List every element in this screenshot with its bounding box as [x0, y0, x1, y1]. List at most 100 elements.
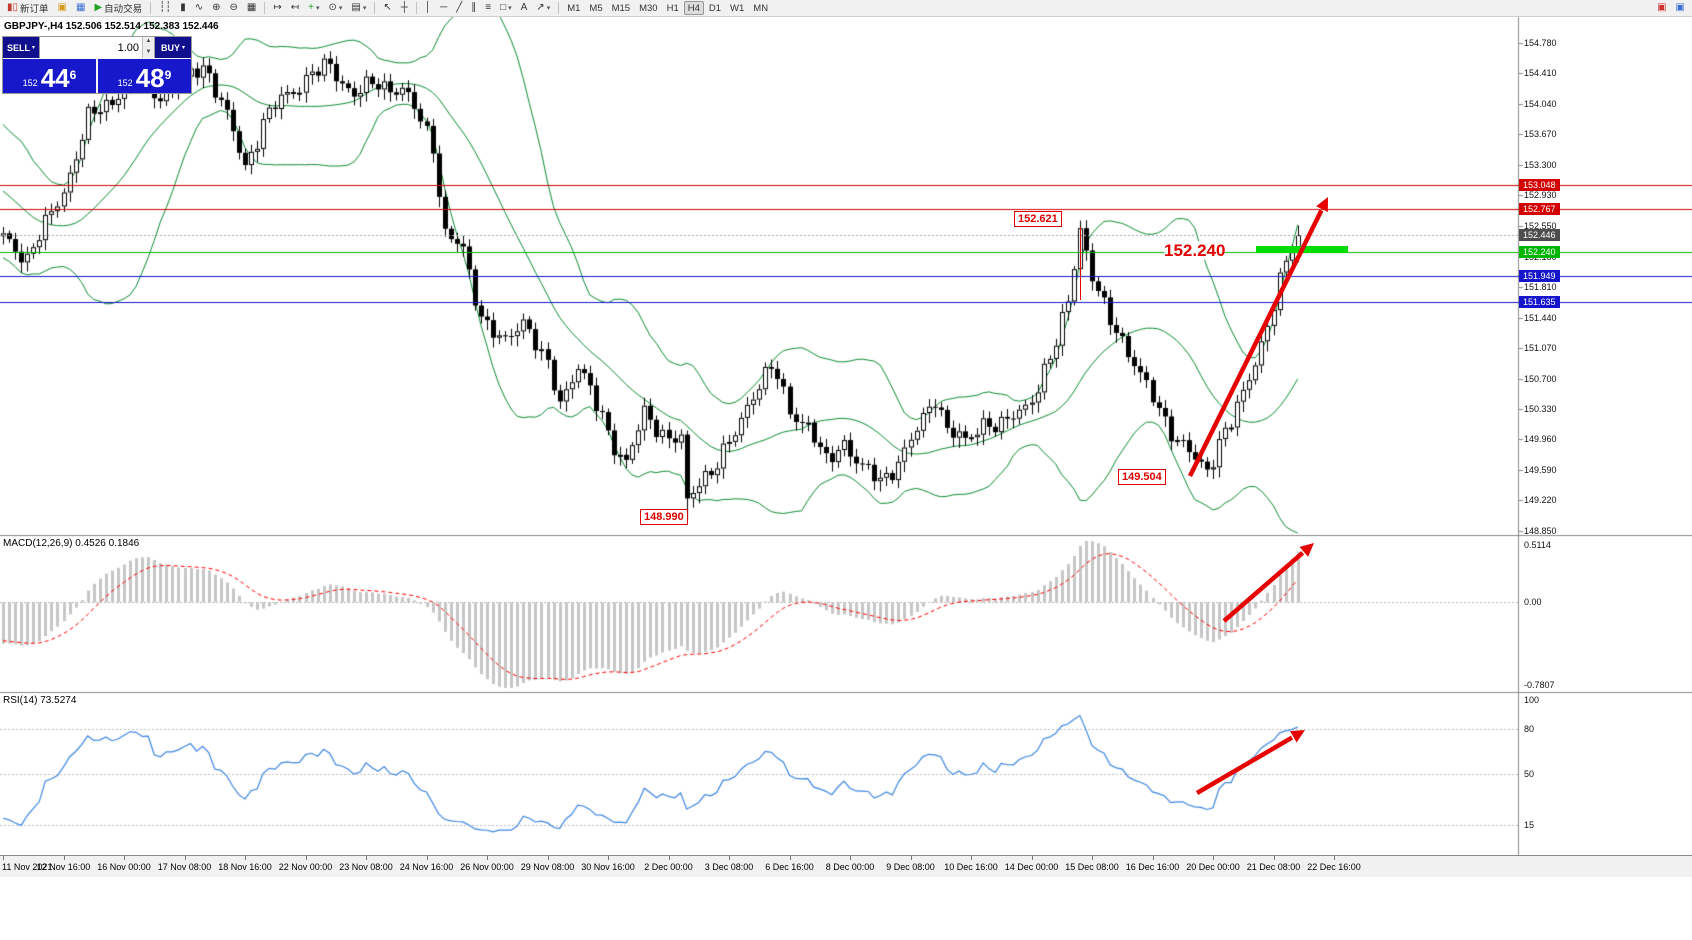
horizontal-line-button[interactable]: ─ [436, 1, 451, 15]
price-axis-label: 149.590 [1524, 464, 1557, 475]
new-order-button[interactable]: ▮▯ 新订单 [3, 1, 53, 16]
time-axis-tick [1032, 856, 1033, 860]
macd-axis-label: 0.00 [1524, 597, 1542, 608]
templates-icon: ▤ [351, 2, 361, 13]
price-axis-label: 149.220 [1524, 495, 1557, 506]
grid-button[interactable]: ▦ [243, 1, 260, 15]
channel-button[interactable]: ∥ [467, 1, 480, 15]
timeframe-m15[interactable]: M15 [611, 2, 631, 14]
candle-chart-button[interactable]: ▮ [176, 1, 190, 15]
market-watch-button[interactable]: ▦ [72, 1, 89, 15]
periods-button[interactable]: ⊙ ▾ [324, 1, 346, 15]
rsi-axis-label: 80 [1524, 724, 1535, 735]
text-icon: A [520, 2, 528, 13]
time-axis-tick [790, 856, 791, 860]
sell-button[interactable]: SELL ▾ [3, 37, 39, 58]
timeframe-h4[interactable]: H4 [683, 1, 704, 15]
time-axis-tick [427, 856, 428, 860]
profiles-button[interactable]: ▣ [54, 1, 71, 15]
bar-chart-icon: ┆┆ [159, 2, 172, 13]
time-axis-tick [306, 856, 307, 860]
rsi-indicator-label: RSI(14) 73.5274 [3, 695, 77, 706]
buy-button[interactable]: BUY ▾ [155, 37, 191, 58]
crosshair-button[interactable]: ┼ [397, 1, 412, 15]
trendline-button[interactable]: ╱ [452, 1, 466, 15]
price-axis-label: 151.810 [1524, 282, 1557, 293]
time-axis-label: 15 Dec 08:00 [1065, 862, 1119, 872]
price-axis-label: 153.300 [1524, 159, 1557, 170]
time-axis-tick [971, 856, 972, 860]
timeframe-w1[interactable]: W1 [730, 2, 745, 14]
time-axis-tick [185, 856, 186, 860]
auto-trading-button-label: 自动交易 [104, 4, 143, 15]
timeframe-h1[interactable]: H1 [666, 2, 679, 14]
zoom-out-button[interactable]: ⊖ [226, 1, 242, 15]
sell-price-big: 44 [40, 63, 70, 93]
volume-increase-button[interactable]: ▲ [143, 37, 154, 48]
price-level-badge: 153.048 [1519, 179, 1560, 192]
sell-price-sup: 6 [69, 68, 77, 82]
vertical-line-button[interactable]: │ [421, 1, 435, 15]
text-button[interactable]: A [517, 1, 532, 15]
price-axis-label: 154.410 [1524, 68, 1557, 79]
zoom-in-button[interactable]: ⊕ [208, 1, 224, 15]
time-axis-tick [64, 856, 65, 860]
time-axis-tick [3, 856, 4, 860]
auto-trading-button[interactable]: ▶ 自动交易 [90, 1, 146, 16]
market-watch-icon: ▦ [75, 2, 86, 13]
timeframe-d1[interactable]: D1 [708, 2, 722, 14]
time-axis-label: 11 Nov 2021 [2, 862, 53, 872]
bar-chart-button[interactable]: ┆┆ [155, 1, 175, 15]
one-click-price-row: 152 44 6 152 48 9 [3, 58, 191, 93]
alert-icon: ▣ [1657, 2, 1667, 13]
price-axis-label: 151.440 [1524, 312, 1557, 323]
chevron-down-icon: ▾ [508, 5, 512, 12]
buy-price-prefix: 152 [117, 78, 133, 88]
time-axis-label: 24 Nov 16:00 [399, 862, 454, 872]
time-axis-label: 16 Nov 00:00 [97, 862, 151, 872]
price-annotation: 149.504 [1118, 469, 1166, 485]
buy-price-big: 48 [135, 63, 165, 93]
time-axis-label: 30 Nov 16:00 [581, 862, 635, 872]
macd-axis-label: 0.5114 [1524, 540, 1551, 550]
cursor-button[interactable]: ↖ [379, 1, 395, 15]
time-axis-tick [1334, 856, 1335, 860]
chevron-down-icon: ▾ [362, 5, 367, 12]
line-chart-button[interactable]: ∿ [191, 1, 207, 15]
time-axis-label: 20 Dec 00:00 [1186, 862, 1240, 872]
time-axis[interactable]: 11 Nov 2021 12 Nov 16:00 16 Nov 00:00 17 No… [0, 855, 1692, 877]
alerts-button[interactable]: ▣ [1653, 1, 1670, 15]
volume-input[interactable] [40, 37, 142, 58]
time-axis-label: 16 Dec 16:00 [1125, 862, 1180, 872]
templates-button[interactable]: ▤ ▾ [347, 1, 370, 15]
annotation-marker-line [1080, 227, 1081, 300]
new-order-icon: ▮▯ [7, 2, 19, 13]
timeframe-m1[interactable]: M1 [567, 2, 581, 14]
timeframe-m30[interactable]: M30 [639, 2, 658, 14]
buy-price-sup: 9 [164, 68, 172, 82]
fibonacci-button[interactable]: ≡ [481, 1, 495, 15]
indicators-button[interactable]: + ▾ [304, 1, 323, 15]
shapes-button[interactable]: □ ▾ [496, 1, 516, 15]
community-icon: ▣ [1675, 2, 1685, 13]
timeframe-mn[interactable]: MN [753, 2, 769, 14]
price-annotation: 152.621 [1014, 211, 1062, 227]
time-axis-label: 8 Dec 00:00 [825, 862, 875, 872]
price-axis-label: 154.780 [1524, 38, 1557, 48]
buy-price-button[interactable]: 152 48 9 [98, 59, 191, 93]
sell-price-button[interactable]: 152 44 6 [3, 59, 96, 93]
community-button[interactable]: ▣ [1672, 1, 1689, 15]
fibonacci-icon: ≡ [485, 2, 492, 13]
new-order-button-label: 新订单 [20, 4, 49, 15]
arrows-button[interactable]: ↗ ▾ [532, 1, 554, 15]
sell-button-label: SELL [6, 42, 30, 53]
indicators-icon: + [308, 2, 314, 13]
auto-scroll-button[interactable]: ↦ [269, 1, 285, 15]
timeframe-m5[interactable]: M5 [589, 2, 603, 14]
chevron-down-icon: ▾ [338, 5, 343, 12]
support-zone-marker[interactable] [1256, 246, 1348, 253]
chart-shift-button[interactable]: ↤ [287, 1, 303, 15]
volume-decrease-button[interactable]: ▼ [143, 47, 154, 58]
